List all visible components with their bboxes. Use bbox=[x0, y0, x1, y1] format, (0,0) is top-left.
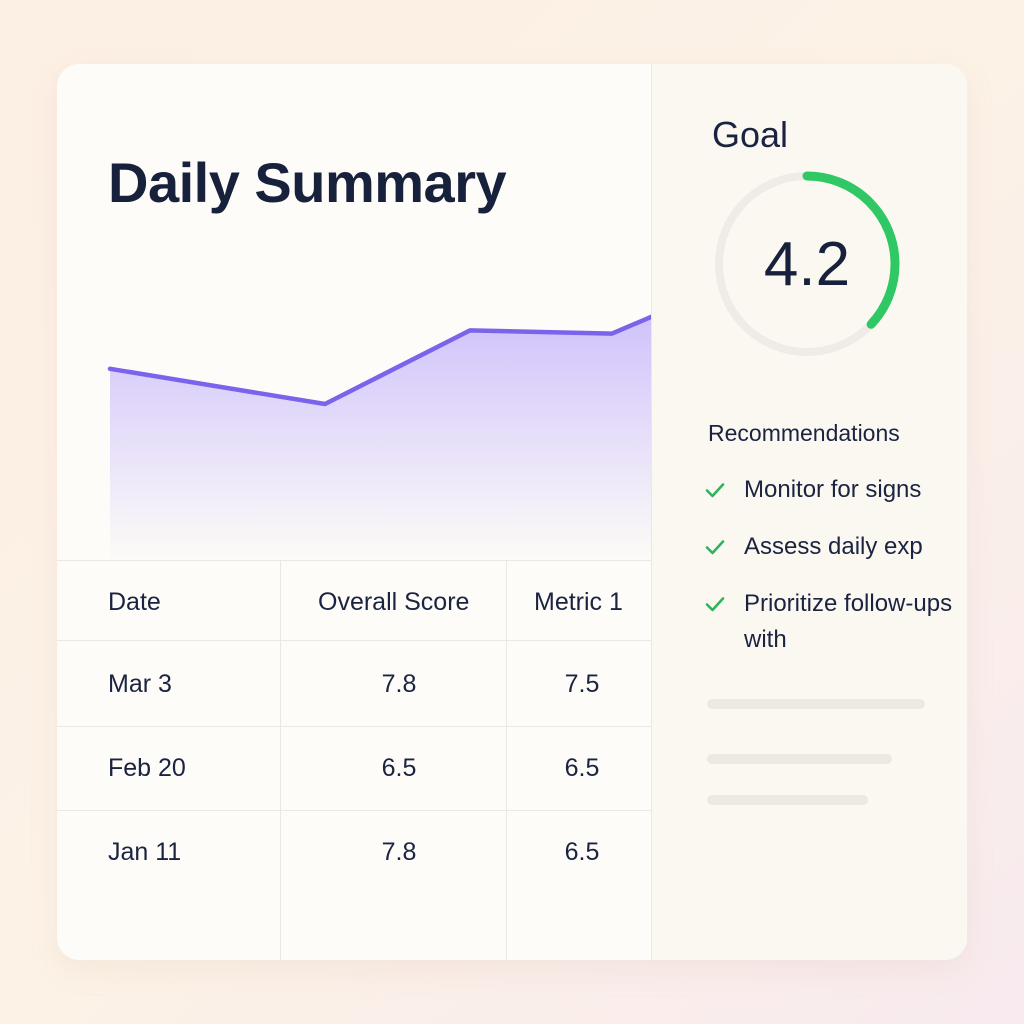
chart-area-fill bbox=[110, 316, 651, 564]
recommendations-list: Monitor for signs Assess daily exp Prior… bbox=[704, 472, 954, 679]
table-column-divider bbox=[280, 560, 281, 960]
placeholder-line bbox=[707, 699, 925, 709]
recommendation-item: Prioritize follow-ups with bbox=[704, 586, 954, 658]
score-chart bbox=[107, 314, 651, 564]
row-metric-1: 7.5 bbox=[564, 670, 600, 698]
column-header-overall-score: Overall Score bbox=[318, 588, 470, 616]
column-header-metric-1: Metric 1 bbox=[534, 588, 623, 616]
panel-divider bbox=[651, 64, 652, 960]
row-date: Jan 11 bbox=[108, 838, 182, 866]
table-divider bbox=[57, 560, 651, 561]
recommendation-text: Monitor for signs bbox=[744, 476, 922, 503]
row-overall-score: 7.8 bbox=[381, 670, 417, 698]
column-header-date: Date bbox=[108, 588, 161, 616]
gauge-progress-arc bbox=[714, 171, 900, 357]
row-metric-1: 6.5 bbox=[564, 838, 600, 866]
goal-panel: Goal 4.2 Recommendations Monitor for sig… bbox=[652, 64, 967, 960]
goal-value: 4.2 bbox=[763, 229, 851, 299]
check-icon bbox=[705, 540, 725, 555]
summary-card: Daily Summary Date Overall Score Metric … bbox=[57, 64, 967, 960]
table-divider bbox=[57, 726, 651, 727]
placeholder-line bbox=[707, 795, 868, 805]
table-column-divider bbox=[506, 560, 507, 960]
chart-series-line bbox=[107, 314, 651, 407]
recommendation-text: Assess daily exp bbox=[744, 533, 923, 560]
recommendations-title: Recommendations bbox=[708, 420, 900, 446]
row-date: Feb 20 bbox=[108, 754, 186, 782]
check-icon bbox=[705, 483, 725, 498]
goal-title: Goal bbox=[712, 114, 789, 155]
recommendation-item: Monitor for signs bbox=[704, 472, 954, 508]
recommendation-item: Assess daily exp bbox=[704, 529, 954, 565]
scores-table: Date Overall Score Metric 1 Mar 3 7.8 7.… bbox=[57, 560, 651, 960]
row-overall-score: 6.5 bbox=[381, 754, 417, 782]
summary-panel: Daily Summary Date Overall Score Metric … bbox=[57, 64, 651, 960]
check-icon bbox=[705, 597, 725, 612]
row-overall-score: 7.8 bbox=[381, 838, 417, 866]
recommendation-text: Prioritize follow-ups with bbox=[744, 590, 953, 653]
table-divider bbox=[57, 810, 651, 811]
placeholder-line bbox=[707, 754, 892, 764]
row-date: Mar 3 bbox=[108, 670, 172, 698]
goal-gauge bbox=[714, 171, 900, 357]
table-divider bbox=[57, 640, 651, 641]
page-title: Daily Summary bbox=[108, 151, 507, 214]
row-metric-1: 6.5 bbox=[564, 754, 600, 782]
